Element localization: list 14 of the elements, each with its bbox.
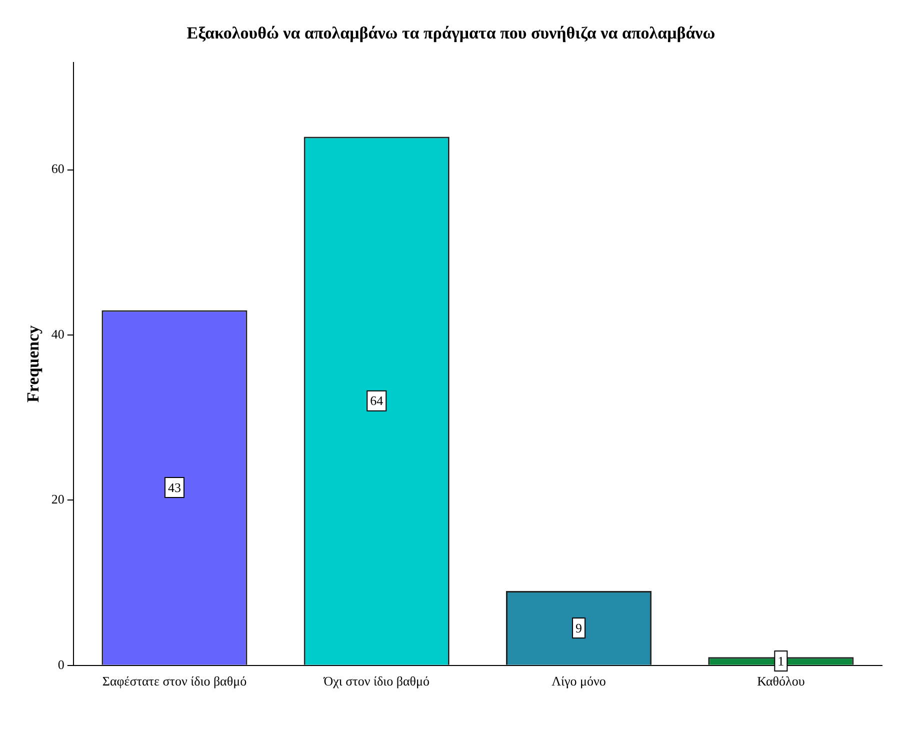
y-tick-label: 40 <box>51 326 64 342</box>
x-tick-label: Καθόλου <box>757 674 805 689</box>
x-tick-label: Σαφέστατε στον ίδιο βαθμό <box>102 674 247 689</box>
data-label: 1 <box>778 653 784 668</box>
data-label: 64 <box>370 393 384 408</box>
y-tick-label: 60 <box>51 161 64 176</box>
x-tick-label: Όχι στον ίδιο βαθμό <box>322 674 430 689</box>
y-tick-label: 0 <box>58 656 64 672</box>
chart-title: Εξακολουθώ να απολαμβάνω τα πράγματα που συνήθιζα να απολαμβάνω <box>186 24 716 43</box>
y-axis-title: Frequency <box>24 324 43 402</box>
x-tick-label: Λίγο μόνο <box>552 674 606 689</box>
data-label: 43 <box>168 480 181 495</box>
data-label: 9 <box>576 620 582 636</box>
y-tick-label: 20 <box>51 492 64 507</box>
